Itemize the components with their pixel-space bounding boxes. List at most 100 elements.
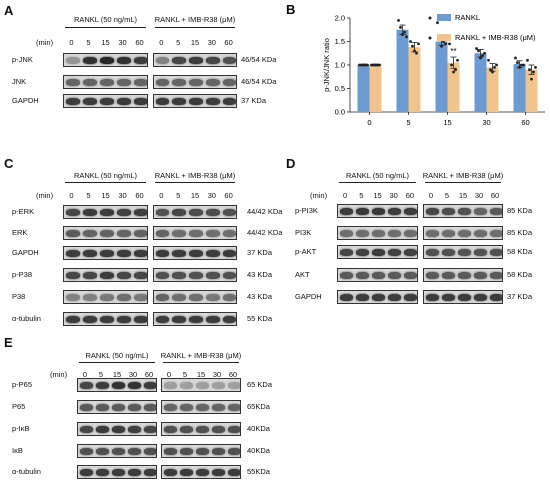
x-tick-label: 30 [482,118,490,127]
blot-band [116,79,131,86]
blot-band [95,426,109,433]
data-point [495,63,498,67]
blot-band [205,272,220,279]
data-point [520,63,523,67]
blot-band [222,250,236,257]
legend-swatch [437,34,451,41]
data-point [534,65,537,69]
protein-label: IκB [12,446,23,455]
blot-band [179,448,193,455]
data-point [417,42,420,46]
blot-band [457,272,471,279]
data-point [405,35,408,39]
lane-label: 0 [159,191,164,200]
blot-band [339,208,353,215]
lane-label: 30 [474,191,484,200]
panel-label-D: D [286,156,296,171]
lane-label: 60 [135,38,144,47]
blot-band [155,98,170,105]
bar [408,47,421,112]
blot-band [371,249,386,256]
blot-strip [63,268,148,282]
blot-band [388,208,402,215]
y-tick-label: 2.0 [335,14,345,23]
blot-band [355,249,369,256]
data-point [481,54,484,57]
blot-band [371,208,386,215]
protein-label: PI3K [295,228,312,237]
blot-band [189,209,203,216]
blot-band [127,469,141,476]
protein-label: GAPDH [295,292,322,301]
blot-band [404,272,417,279]
data-point [370,63,373,67]
blot-band [155,294,170,301]
y-tick-label: 1.0 [335,61,345,70]
blot-band [457,249,471,256]
data-point [489,68,492,72]
blot-strip [153,205,237,219]
blot-band [222,209,236,216]
blot-strip [77,378,157,392]
data-point [516,61,519,65]
blot-band [205,316,220,323]
blot-band [205,209,220,216]
blot-band [179,382,193,389]
lane-label: 60 [405,191,415,200]
blot-band [99,98,114,105]
blot-band [133,316,147,323]
blot-band [133,250,147,257]
blot-band [222,272,236,279]
blot-strip [153,246,237,260]
data-point [491,70,494,74]
blot-band [116,230,131,237]
blot-band [189,272,203,279]
molecular-weight-label: 58 KDa [507,247,533,256]
blot-band [82,98,97,105]
condition-line [65,182,146,183]
blot-band [222,294,236,301]
bar [486,67,499,112]
blot-band [111,426,125,433]
legend-label: RANKL [455,13,480,22]
data-point [530,77,533,81]
blot-band [227,448,240,455]
molecular-weight-label: 37 KDa [507,292,533,301]
condition-line [155,182,235,183]
molecular-weight-label: 55 KDa [247,314,273,323]
blot-strip [63,75,148,89]
protein-label: GAPDH [12,248,39,257]
blot-band [211,426,225,433]
data-point [493,65,496,69]
data-point [526,58,529,62]
blot-band [489,272,502,279]
blot-strip [77,465,157,479]
blot-band [195,404,209,411]
molecular-weight-label: 65KDa [247,402,270,411]
blot-band [65,230,80,237]
lane-label: 5 [182,370,188,379]
molecular-weight-label: 58 KDa [507,270,533,279]
blot-band [189,79,203,86]
blot-band [404,249,417,256]
blot-band [82,250,97,257]
x-tick-label: 5 [406,118,410,127]
blot-band [65,294,80,301]
y-axis-label: p-JNK/JNK ratio [322,38,331,92]
blot-band [116,98,131,105]
panel-label-A: A [4,3,14,18]
y-tick-label: 0.5 [335,84,345,93]
blot-band [155,316,170,323]
blot-band [127,426,141,433]
blot-band [489,294,502,301]
data-point [454,68,457,72]
blot-strip [153,226,237,240]
lane-label: 0 [428,191,434,200]
blot-band [163,469,177,476]
blot-band [82,209,97,216]
blot-band [172,209,187,216]
blot-band [99,79,114,86]
blot-band [489,249,502,256]
x-tick-label: 60 [521,118,529,127]
data-point [479,56,482,60]
